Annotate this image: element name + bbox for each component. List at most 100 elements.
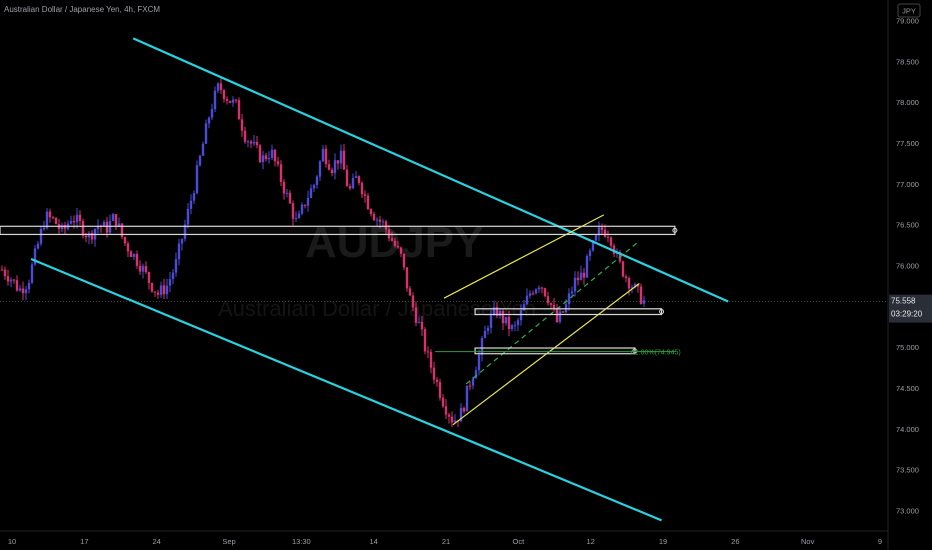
price-tick-label: 76.500 [896, 221, 919, 230]
candle-body [117, 223, 121, 227]
candle-body [537, 287, 541, 290]
candle-body [225, 99, 229, 101]
chart-title: Australian Dollar / Japanese Yen, 4h, FX… [4, 5, 160, 14]
candle-body [603, 229, 607, 237]
support-zone-upper-handle[interactable] [659, 309, 665, 315]
channel-upper-line[interactable] [132, 37, 729, 303]
candle-body [426, 351, 430, 353]
bar-countdown: 03:29:20 [891, 310, 923, 319]
candle-body [21, 288, 25, 294]
candle-body [15, 280, 19, 291]
candle-body [540, 287, 544, 289]
currency-badge-label: JPY [902, 7, 916, 16]
candle-body [267, 157, 271, 160]
candle-body [111, 214, 115, 221]
time-tick-label: 13:30 [292, 537, 311, 546]
time-tick-label: 12 [586, 537, 594, 546]
candle-body [423, 329, 427, 352]
candle-body [339, 150, 343, 164]
candle-body [285, 192, 289, 194]
candle-body [240, 119, 244, 131]
candle-body [159, 285, 163, 295]
candle-body [96, 225, 100, 229]
price-tick-label: 78.500 [896, 57, 919, 66]
support-zone-lower-handle[interactable] [632, 348, 638, 354]
candle-body [261, 155, 265, 163]
candle-body [411, 295, 415, 308]
price-tick-label: 78.000 [896, 98, 919, 107]
candle-body [444, 406, 448, 415]
dashed-trend-line[interactable] [465, 240, 640, 385]
candle-body [174, 259, 178, 273]
candle-body [498, 310, 502, 316]
candle-body [348, 186, 352, 189]
candle-body [237, 100, 241, 120]
candle-body [480, 338, 484, 355]
candle-body [288, 192, 292, 204]
price-tick-label: 76.000 [896, 262, 919, 271]
candle-body [300, 204, 304, 214]
candle-body [204, 123, 208, 144]
time-axis[interactable]: 10 17 24 Sep 13:30 14 21 Oct 12 19 26 Nov 9 [8, 537, 882, 546]
currency-badge[interactable]: JPY [897, 3, 921, 18]
time-tick-label: 21 [442, 537, 450, 546]
candle-body [510, 325, 514, 329]
price-tick-label: 75.000 [896, 343, 919, 352]
candle-body [576, 277, 580, 281]
candle-body [492, 307, 496, 315]
last-price: 75.558 [891, 297, 916, 306]
time-tick-label: 17 [80, 537, 88, 546]
candle-body [588, 250, 592, 257]
candle-body [312, 184, 316, 189]
time-tick-label: 26 [731, 537, 739, 546]
candle-body [399, 247, 403, 254]
candle-body [336, 160, 340, 164]
candle-body [105, 221, 109, 233]
candle-body [330, 169, 334, 174]
price-tick-label: 73.000 [896, 507, 919, 516]
candle-body [435, 379, 439, 382]
candle-body [198, 155, 202, 166]
candle-body [516, 320, 520, 326]
candle-body [168, 279, 172, 286]
candle-body [3, 269, 7, 277]
candle-body [189, 200, 193, 209]
candle-body [369, 209, 373, 215]
candle-body [567, 293, 571, 305]
candle-body [543, 288, 547, 297]
candle-body [564, 304, 568, 313]
candle-body [246, 141, 250, 143]
candle-body [639, 286, 643, 304]
candle-body [231, 99, 235, 103]
support-zone-lower[interactable] [474, 347, 636, 355]
candle-body [555, 308, 559, 322]
candle-body [396, 245, 400, 248]
candle-body [630, 287, 634, 289]
candle-body [447, 414, 451, 417]
resistance-zone[interactable] [0, 225, 676, 236]
candle-body [627, 278, 631, 289]
candle-body [306, 197, 310, 206]
candle-body [276, 161, 280, 165]
candle-body [243, 130, 247, 142]
candle-body [441, 397, 445, 407]
wedge-upper-line[interactable] [443, 214, 605, 299]
candle-body [9, 279, 13, 282]
resistance-zone-handle[interactable] [672, 227, 678, 233]
candle-body [222, 89, 226, 100]
candle-body [504, 316, 508, 324]
candle-body [357, 176, 361, 184]
candle-body [495, 307, 499, 316]
candle-body [324, 148, 328, 165]
candle-body [270, 149, 274, 158]
candle-body [249, 141, 253, 144]
candle-body [315, 176, 319, 185]
candle-body [90, 233, 94, 240]
channel-lower-line[interactable] [30, 257, 662, 522]
candle-body [534, 289, 538, 294]
drawings[interactable]: 61.80%(74.945) [0, 37, 729, 522]
candle-body [264, 155, 268, 160]
support-zone-upper[interactable] [474, 308, 663, 316]
candle-body [294, 218, 298, 220]
